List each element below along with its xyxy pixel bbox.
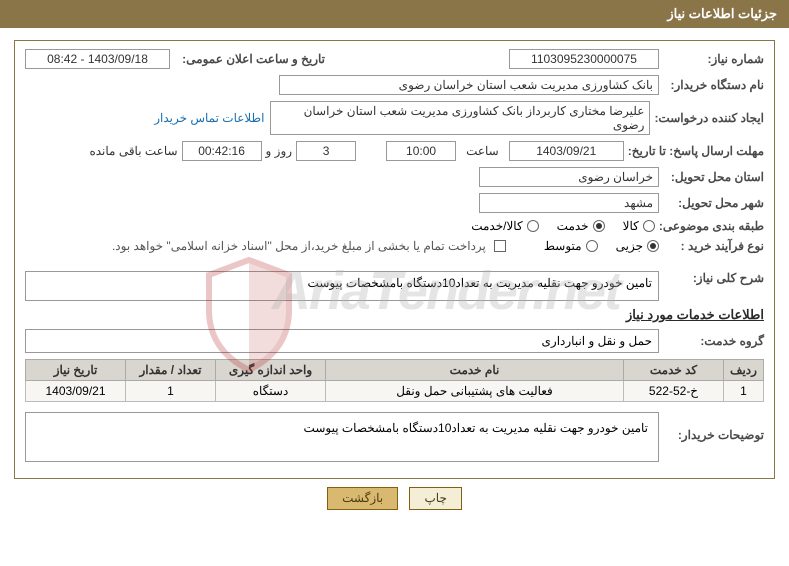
- page-title: جزئیات اطلاعات نیاز: [667, 6, 777, 21]
- service-group-label: گروه خدمت:: [659, 334, 764, 348]
- deadline-date-field: 1403/09/21: [509, 141, 624, 161]
- purchase-type-label: نوع فرآیند خرید :: [659, 239, 764, 253]
- services-section-title: اطلاعات خدمات مورد نیاز: [25, 307, 764, 323]
- radio-partial[interactable]: جزیی: [616, 239, 659, 253]
- details-panel: شماره نیاز: 1103095230000075 تاریخ و ساع…: [14, 40, 775, 479]
- th-qty: تعداد / مقدار: [126, 360, 216, 381]
- cell-date: 1403/09/21: [26, 381, 126, 402]
- creator-field: علیرضا مختاری کاربرداز بانک کشاورزی مدیر…: [270, 101, 650, 135]
- need-number-label: شماره نیاز:: [659, 52, 764, 66]
- days-and-label: روز و: [262, 144, 297, 158]
- th-code: کد خدمت: [624, 360, 724, 381]
- cell-idx: 1: [724, 381, 764, 402]
- buyer-org-field: بانک کشاورزی مدیریت شعب استان خراسان رضو…: [279, 75, 659, 95]
- radio-service[interactable]: خدمت: [557, 219, 605, 233]
- print-button[interactable]: چاپ: [409, 487, 461, 510]
- deadline-hour-field: 10:00: [386, 141, 456, 161]
- delivery-city-field: مشهد: [479, 193, 659, 213]
- page-header: جزئیات اطلاعات نیاز: [0, 0, 789, 28]
- treasury-checkbox[interactable]: [494, 240, 506, 252]
- summary-label: شرح کلی نیاز:: [659, 271, 764, 285]
- th-date: تاریخ نیاز: [26, 360, 126, 381]
- deadline-label: مهلت ارسال پاسخ: تا تاریخ:: [624, 144, 764, 158]
- category-label: طبقه بندی موضوعی:: [655, 219, 764, 233]
- th-unit: واحد اندازه گیری: [216, 360, 326, 381]
- need-number-field: 1103095230000075: [509, 49, 659, 69]
- cell-qty: 1: [126, 381, 216, 402]
- remaining-suffix: ساعت باقی مانده: [85, 144, 181, 158]
- treasury-note: پرداخت تمام یا بخشی از مبلغ خرید،از محل …: [108, 239, 490, 253]
- creator-label: ایجاد کننده درخواست:: [650, 111, 764, 125]
- buyer-org-label: نام دستگاه خریدار:: [659, 78, 764, 92]
- delivery-city-label: شهر محل تحویل:: [659, 196, 764, 210]
- services-table: ردیف کد خدمت نام خدمت واحد اندازه گیری ت…: [25, 359, 764, 402]
- back-button[interactable]: بازگشت: [327, 487, 398, 510]
- hour-label: ساعت: [456, 144, 509, 158]
- cell-name: فعالیت های پشتیبانی حمل ونقل: [326, 381, 624, 402]
- remaining-time-field: 00:42:16: [182, 141, 262, 161]
- radio-both[interactable]: کالا/خدمت: [471, 219, 538, 233]
- announce-date-field: 1403/09/18 - 08:42: [25, 49, 170, 69]
- delivery-province-field: خراسان رضوی: [479, 167, 659, 187]
- summary-field: تامین خودرو جهت نقلیه مدیریت به تعداد10د…: [25, 271, 659, 301]
- buyer-contact-link[interactable]: اطلاعات تماس خریدار: [148, 111, 270, 125]
- radio-medium[interactable]: متوسط: [544, 239, 598, 253]
- announce-date-label: تاریخ و ساعت اعلان عمومی:: [170, 52, 325, 66]
- cell-code: خ-52-522: [624, 381, 724, 402]
- th-name: نام خدمت: [326, 360, 624, 381]
- button-row: چاپ بازگشت: [0, 487, 789, 510]
- buyer-notes-label: توضیحات خریدار:: [659, 408, 764, 442]
- buyer-notes-field: تامین خودرو جهت نقلیه مدیریت به تعداد10د…: [25, 412, 659, 462]
- th-row: ردیف: [724, 360, 764, 381]
- table-row: 1 خ-52-522 فعالیت های پشتیبانی حمل ونقل …: [26, 381, 764, 402]
- radio-goods[interactable]: کالا: [623, 219, 655, 233]
- delivery-province-label: استان محل تحویل:: [659, 170, 764, 184]
- remaining-days-field: 3: [296, 141, 356, 161]
- cell-unit: دستگاه: [216, 381, 326, 402]
- service-group-field: حمل و نقل و انبارداری: [25, 329, 659, 353]
